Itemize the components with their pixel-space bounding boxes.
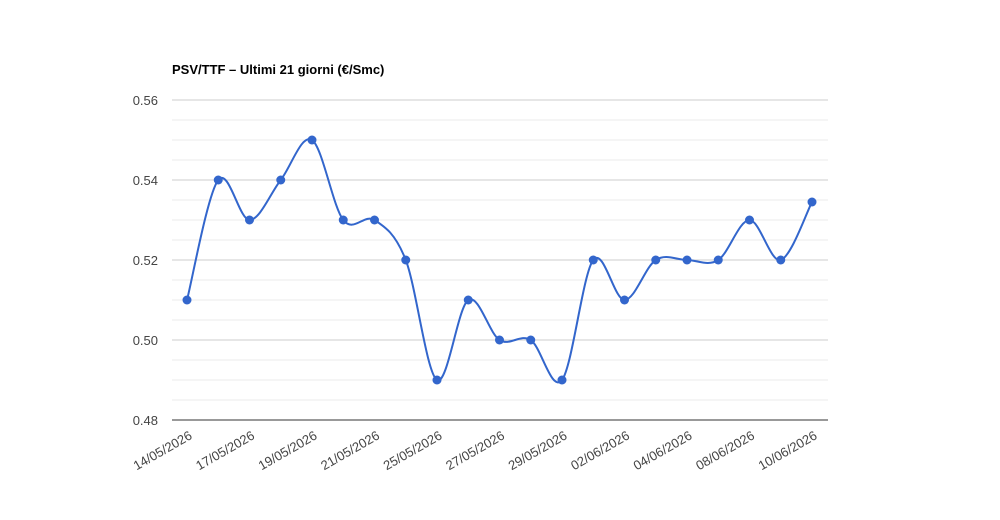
y-tick-label: 0.48 — [133, 413, 158, 428]
data-point — [745, 215, 754, 225]
data-point — [807, 197, 817, 207]
data-point — [588, 255, 598, 265]
chart-title: PSV/TTF – Ultimi 21 giorni (€/Smc) — [172, 62, 384, 77]
data-point — [713, 255, 723, 265]
data-point — [182, 295, 192, 305]
data-point — [682, 255, 692, 265]
y-tick-label: 0.52 — [133, 253, 158, 268]
data-point — [213, 175, 223, 185]
y-tick-label: 0.56 — [133, 93, 158, 108]
data-point — [370, 215, 379, 225]
data-point — [557, 375, 567, 385]
data-point — [307, 135, 317, 145]
data-point — [245, 215, 254, 225]
data-point — [776, 255, 786, 265]
data-point — [463, 295, 473, 305]
y-tick-label: 0.50 — [133, 333, 158, 348]
data-point — [526, 335, 536, 345]
data-point — [495, 335, 504, 345]
data-point — [338, 215, 348, 225]
y-tick-label: 0.54 — [133, 173, 158, 188]
data-point — [276, 175, 286, 185]
data-point — [401, 255, 411, 265]
data-point — [651, 255, 661, 265]
data-point — [620, 295, 629, 305]
data-point — [432, 375, 442, 385]
